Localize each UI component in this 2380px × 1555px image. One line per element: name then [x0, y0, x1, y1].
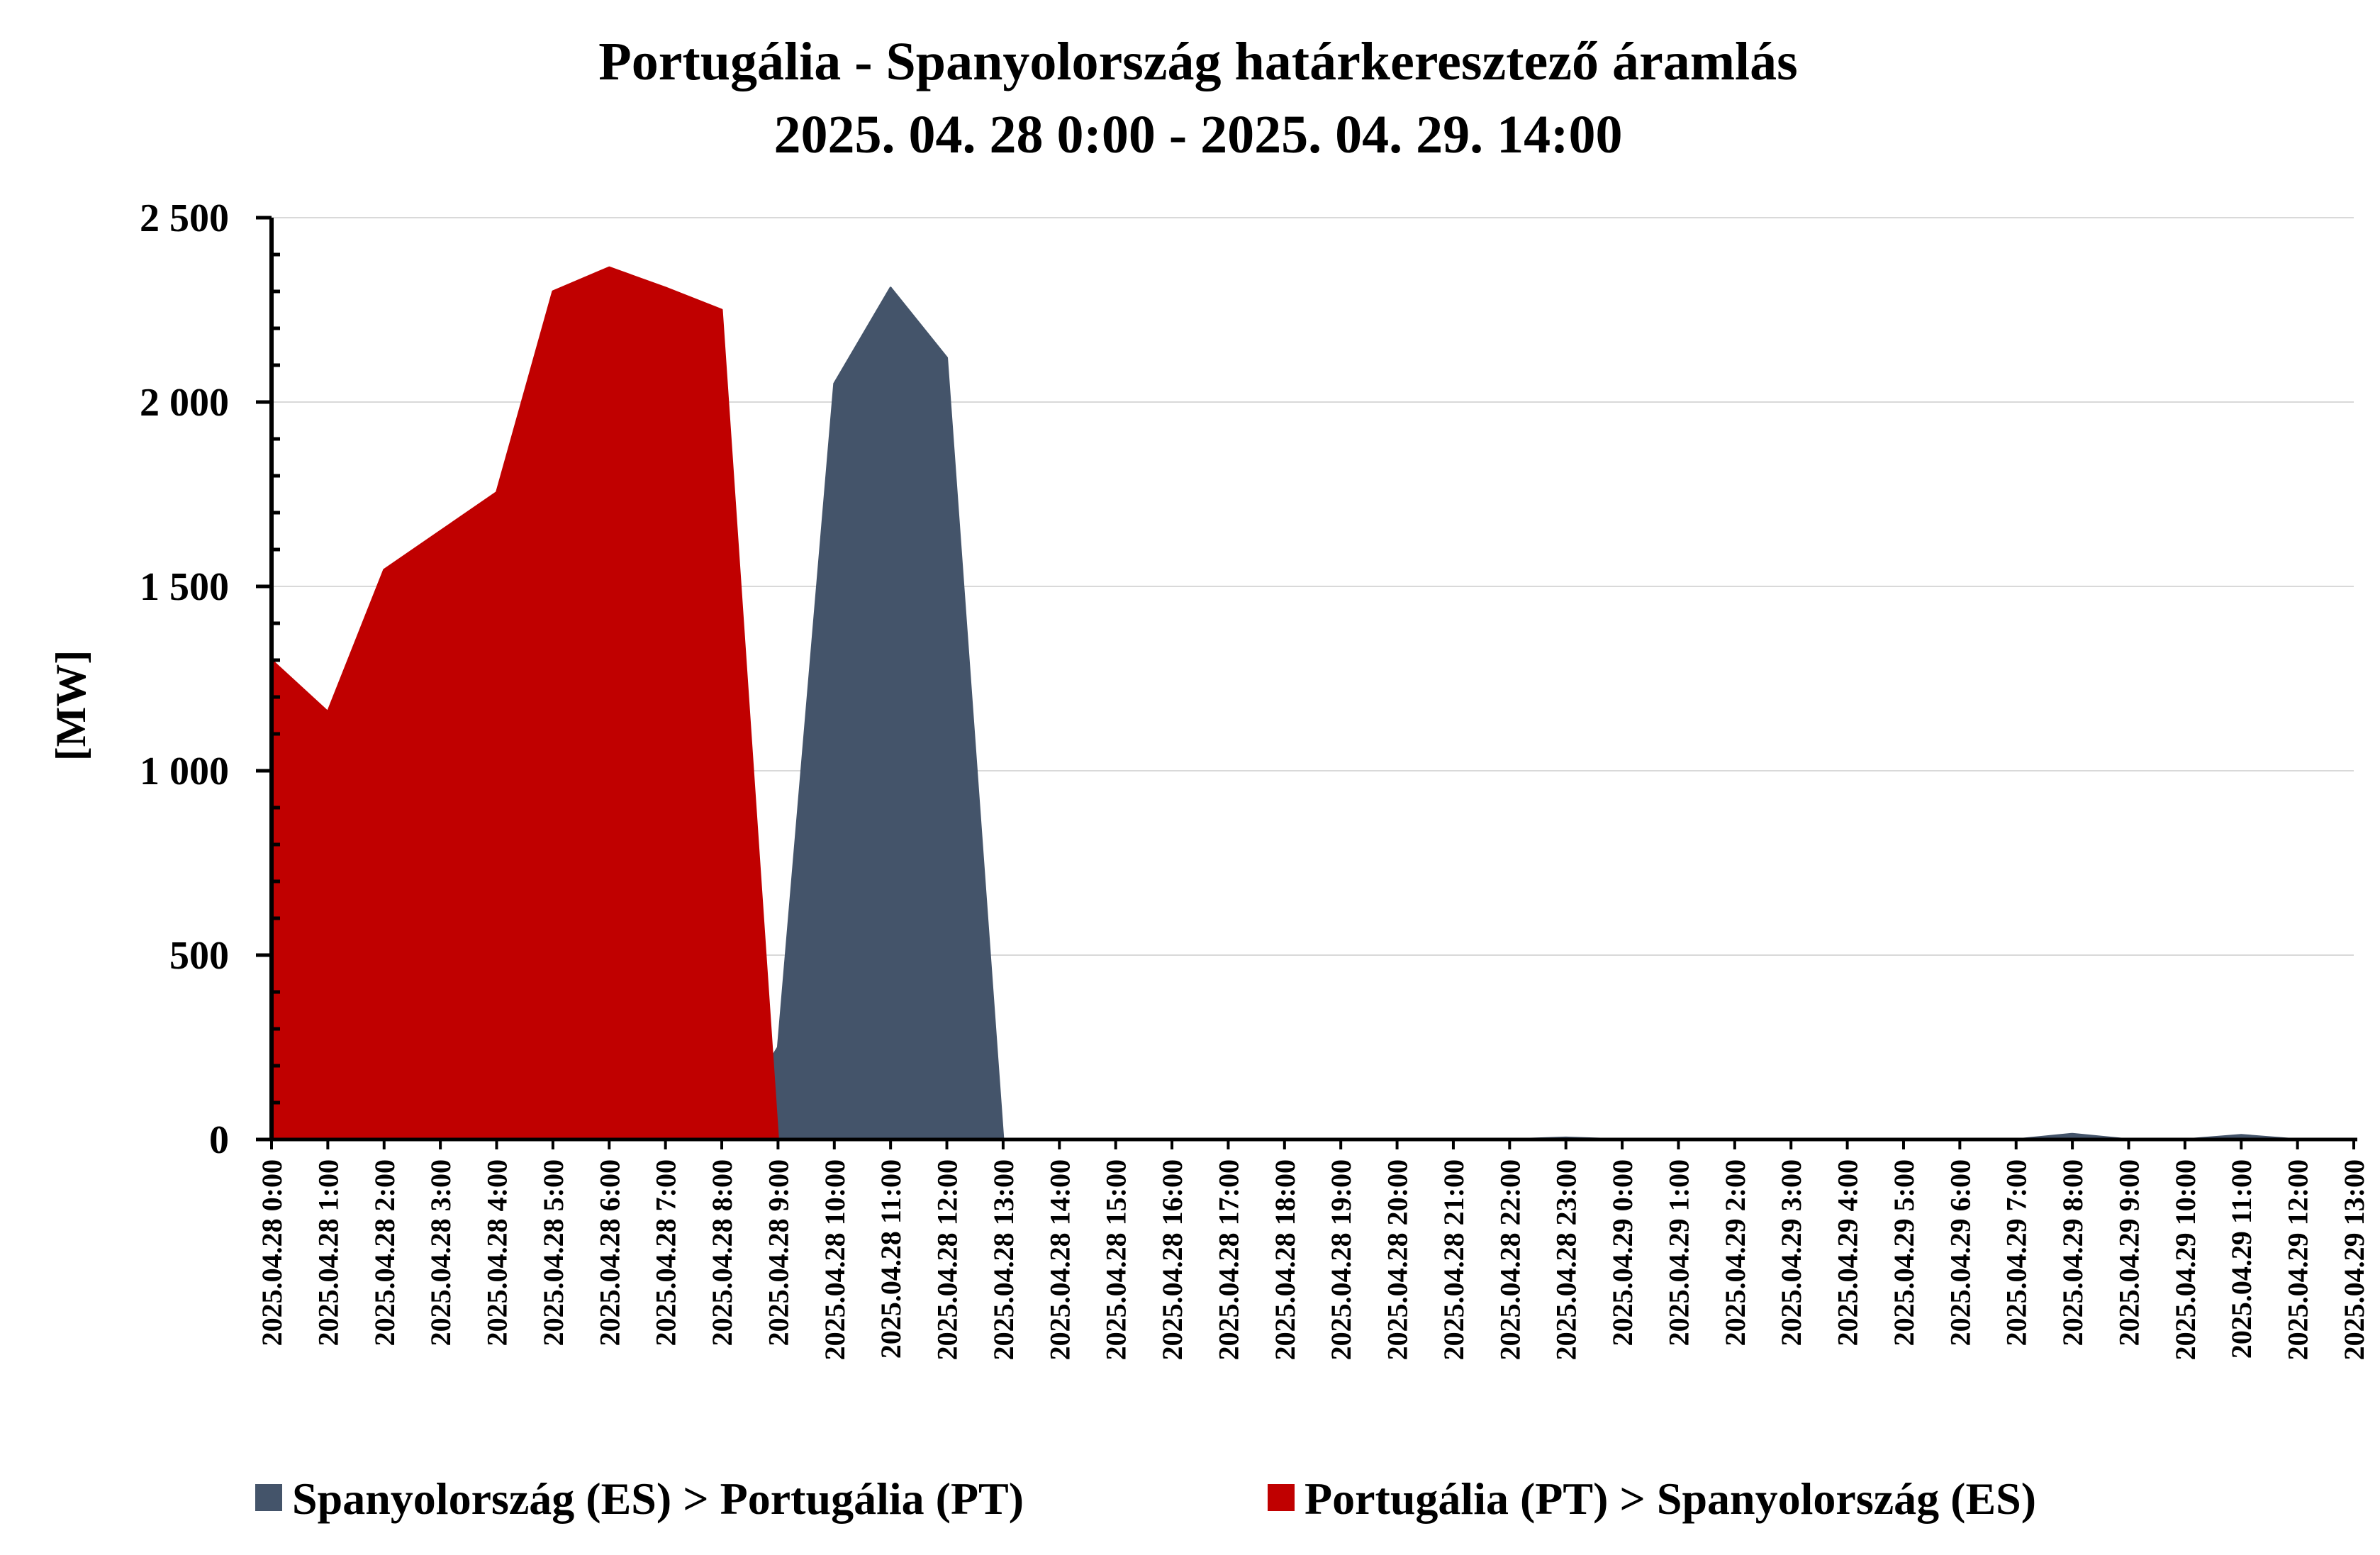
x-tick-label: 2025.04.29 6:00 [1944, 1159, 1976, 1346]
x-tick-label: 2025.04.29 7:00 [2001, 1159, 2033, 1346]
x-tick-label: 2025.04.28 3:00 [425, 1159, 457, 1346]
x-tick-label: 2025.04.29 10:00 [2169, 1159, 2201, 1360]
x-tick-label: 2025.04.28 19:00 [1325, 1159, 1357, 1360]
x-tick-label: 2025.04.29 13:00 [2338, 1159, 2370, 1360]
x-tick-label: 2025.04.28 8:00 [706, 1159, 738, 1346]
x-tick-label: 2025.04.29 8:00 [2057, 1159, 2089, 1346]
x-tick-label: 2025.04.28 9:00 [762, 1159, 794, 1346]
y-tick-label: 2 000 [140, 381, 229, 425]
y-tick-labels: 0 500 1 000 1 500 2 000 2 500 [140, 196, 229, 1162]
y-axis-label: [MW] [48, 650, 94, 762]
legend: Spanyolország (ES) > Portugália (PT) Port… [255, 1473, 2036, 1524]
x-tick-label: 2025.04.28 2:00 [369, 1159, 401, 1346]
legend-swatch-2 [1268, 1484, 1295, 1511]
y-tick-label: 2 500 [140, 196, 229, 240]
x-tick-label: 2025.04.29 12:00 [2282, 1159, 2314, 1360]
x-tick-label: 2025.04.28 0:00 [256, 1159, 288, 1346]
series-area-2 [270, 266, 2355, 1141]
x-tick-label: 2025.04.28 18:00 [1269, 1159, 1301, 1360]
x-tick-label: 2025.04.28 16:00 [1156, 1159, 1188, 1360]
y-tick-label: 1 500 [140, 565, 229, 609]
x-tick-label: 2025.04.28 11:00 [875, 1159, 907, 1359]
x-tick-label: 2025.04.28 12:00 [932, 1159, 963, 1360]
x-tick-label: 2025.04.28 10:00 [819, 1159, 851, 1360]
x-tick-label: 2025.04.29 9:00 [2113, 1159, 2145, 1346]
x-tick-label: 2025.04.29 1:00 [1663, 1159, 1694, 1346]
x-tick-label: 2025.04.28 17:00 [1212, 1159, 1244, 1360]
x-tick-label: 2025.04.29 4:00 [1832, 1159, 1864, 1346]
x-tick-label: 2025.04.28 15:00 [1100, 1159, 1132, 1360]
x-tick-label: 2025.04.28 23:00 [1551, 1159, 1582, 1360]
x-tick-label: 2025.04.29 2:00 [1719, 1159, 1751, 1346]
x-tick-label: 2025.04.28 7:00 [650, 1159, 682, 1346]
x-tick-label: 2025.04.28 4:00 [481, 1159, 513, 1346]
x-tick-label: 2025.04.29 11:00 [2225, 1159, 2257, 1359]
x-tick-label: 2025.04.28 6:00 [593, 1159, 625, 1346]
y-tick-label: 1 000 [140, 749, 229, 793]
x-tick-label: 2025.04.29 3:00 [1775, 1159, 1807, 1346]
legend-label-2: Portugália (PT) > Spanyolország (ES) [1304, 1473, 2036, 1524]
legend-swatch-1 [255, 1484, 282, 1511]
x-tick-label: 2025.04.29 0:00 [1607, 1159, 1638, 1346]
x-tick-label: 2025.04.28 13:00 [988, 1159, 1019, 1360]
chart-subtitle: 2025. 04. 28 0:00 - 2025. 04. 29. 14:00 [774, 105, 1623, 165]
x-tick-label: 2025.04.28 22:00 [1494, 1159, 1526, 1360]
x-tick-label: 2025.04.28 20:00 [1382, 1159, 1414, 1360]
axes [256, 216, 2357, 1149]
x-tick-label: 2025.04.28 14:00 [1044, 1159, 1076, 1360]
x-tick-labels: 2025.04.28 0:00 2025.04.28 1:00 2025.04.28… [256, 1159, 2370, 1360]
y-tick-label: 500 [169, 934, 229, 978]
plot-area [270, 266, 2355, 1141]
y-tick-label: 0 [209, 1118, 229, 1162]
legend-label-1: Spanyolország (ES) > Portugália (PT) [292, 1473, 1024, 1524]
x-tick-label: 2025.04.29 5:00 [1888, 1159, 1920, 1346]
chart-title: Portugália - Spanyolország határkereszte… [598, 32, 1797, 91]
x-tick-label: 2025.04.28 5:00 [537, 1159, 569, 1346]
x-tick-label: 2025.04.28 21:00 [1438, 1159, 1470, 1360]
x-tick-label: 2025.04.28 1:00 [312, 1159, 344, 1346]
